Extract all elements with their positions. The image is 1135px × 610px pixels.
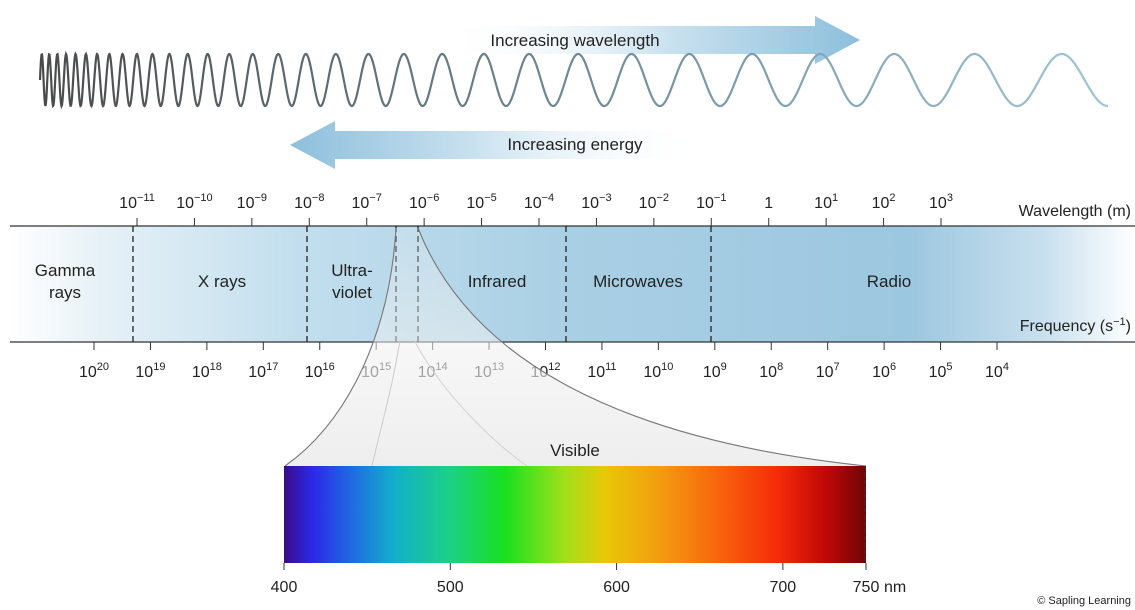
frequency-tick-label: 109 xyxy=(703,361,727,381)
visible-ticks: 400 500 600 700 750 nm xyxy=(271,563,906,596)
region-microwaves-label: Microwaves xyxy=(593,272,683,291)
visible-tick-label: 700 xyxy=(770,579,797,596)
frequency-tick-label: 1020 xyxy=(79,361,109,381)
wavelength-tick-label: 103 xyxy=(929,192,953,212)
wavelength-tick-label: 10−5 xyxy=(466,192,496,212)
visible-label: Visible xyxy=(550,441,600,460)
wavelength-axis-title: Wavelength (m) xyxy=(1019,203,1131,220)
increasing-energy-arrow xyxy=(290,121,700,169)
frequency-tick-label: 1018 xyxy=(192,361,222,381)
wavelength-tick-label: 10−6 xyxy=(409,192,439,212)
wavelength-tick-label: 10−11 xyxy=(119,192,155,212)
visible-tick-label: 600 xyxy=(603,579,630,596)
region-gamma-label-2: rays xyxy=(49,283,81,302)
wavelength-tick-label: 101 xyxy=(814,192,838,212)
frequency-tick-label: 1016 xyxy=(305,361,335,381)
frequency-tick-label: 107 xyxy=(816,361,840,381)
wave-curve xyxy=(38,50,1109,110)
region-radio-label: Radio xyxy=(867,272,911,291)
frequency-tick-label: 1011 xyxy=(587,361,616,381)
visible-tick-label: 750 xyxy=(853,579,880,596)
region-xrays-label: X rays xyxy=(198,272,246,291)
frequency-tick-label: 106 xyxy=(872,361,896,381)
visible-tick-label: 500 xyxy=(437,579,464,596)
increasing-energy-label: Increasing energy xyxy=(507,135,643,154)
wavelength-tick-label: 10−1 xyxy=(696,192,726,212)
spectrum-band xyxy=(10,226,1135,342)
wavelength-tick-label: 1 xyxy=(764,195,773,212)
credit-text: © Sapling Learning xyxy=(1037,595,1131,607)
visible-unit-label: nm xyxy=(884,579,906,596)
frequency-tick-label: 108 xyxy=(759,361,783,381)
frequency-axis-title: Frequency (s−1) xyxy=(1020,316,1131,335)
increasing-wavelength-arrow xyxy=(440,16,860,64)
wavelength-tick-label: 10−8 xyxy=(294,192,324,212)
wavelength-ticks: 10−11 10−10 10−9 10−8 10−7 10−6 10−5 10−4 10−3 10… xyxy=(119,192,953,226)
wavelength-tick-label: 10−10 xyxy=(176,192,212,212)
frequency-tick-label: 1017 xyxy=(248,361,278,381)
region-gamma-label-1: Gamma xyxy=(35,261,96,280)
visible-spectrum-bar xyxy=(284,466,866,563)
wavelength-tick-label: 102 xyxy=(872,192,896,212)
frequency-tick-label: 105 xyxy=(929,361,953,381)
increasing-wavelength-label: Increasing wavelength xyxy=(490,31,659,50)
region-uv-label-2: violet xyxy=(332,283,372,302)
frequency-tick-label: 1010 xyxy=(643,361,673,381)
visible-tick-label: 400 xyxy=(271,579,298,596)
region-infrared-label: Infrared xyxy=(468,272,527,291)
wavelength-tick-label: 10−3 xyxy=(581,192,611,212)
wavelength-tick-label: 10−4 xyxy=(524,192,554,212)
frequency-tick-label: 104 xyxy=(985,361,1009,381)
visible-zoom-funnel xyxy=(284,227,867,467)
frequency-tick-label: 1019 xyxy=(135,361,165,381)
wavelength-tick-label: 10−7 xyxy=(352,192,382,212)
region-uv-label-1: Ultra- xyxy=(331,261,373,280)
wavelength-tick-label: 10−9 xyxy=(237,192,267,212)
wavelength-tick-label: 10−2 xyxy=(639,192,669,212)
